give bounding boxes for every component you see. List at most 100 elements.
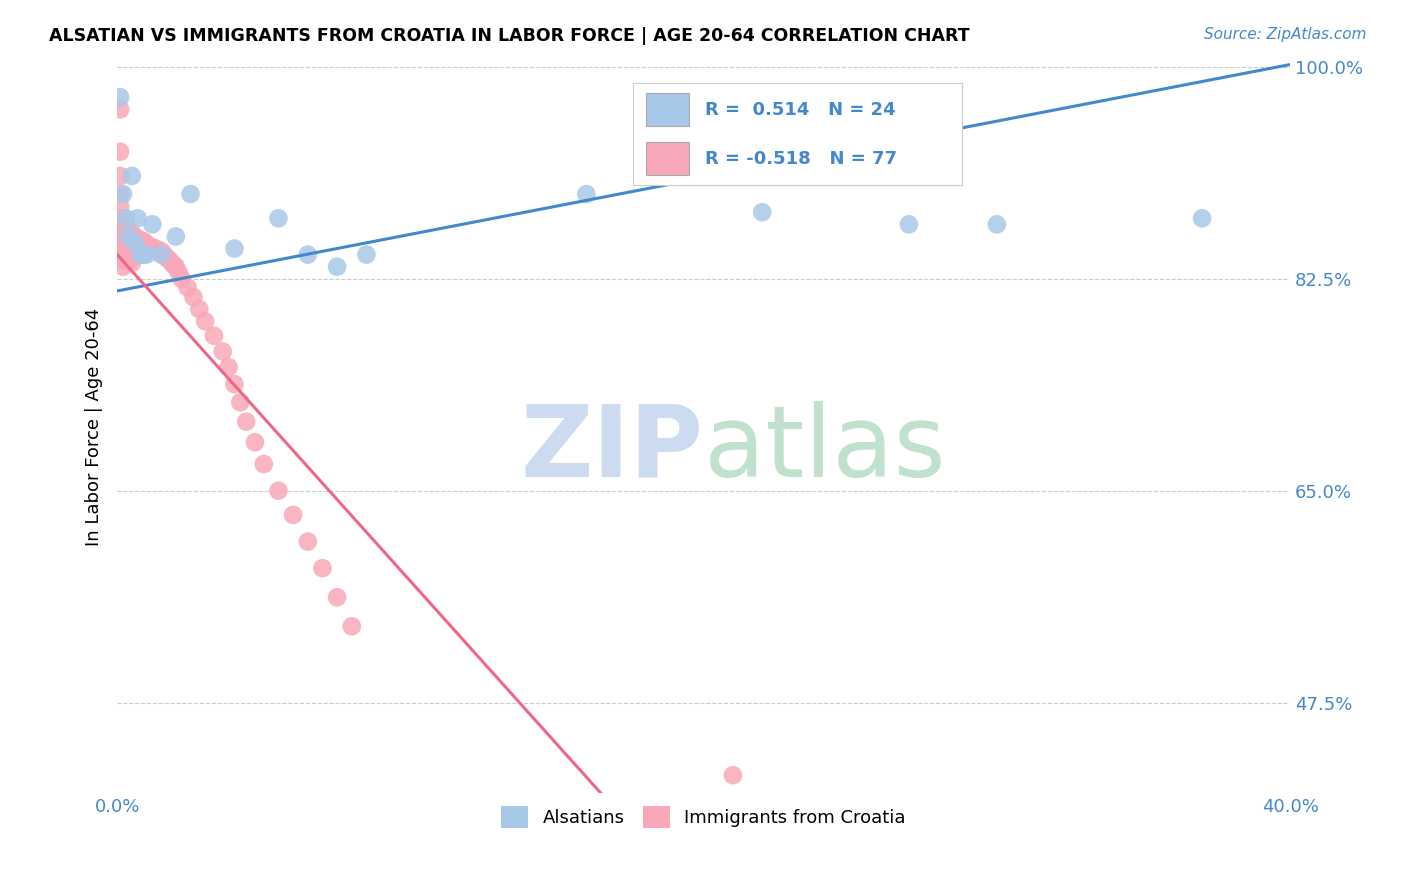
Point [108,103,131,117]
Point [115,242,138,256]
Point [253,457,276,471]
Point [112,223,135,237]
Point [297,534,319,549]
Point [267,483,290,498]
Point [129,247,152,261]
Point [118,229,141,244]
Point [112,187,135,202]
Point [108,247,131,261]
Point [150,244,173,258]
Point [118,232,141,246]
Point [340,619,363,633]
Point [112,253,135,268]
Point [118,247,141,261]
Point [112,232,135,246]
Point [132,247,155,261]
Point [141,240,163,254]
Point [115,211,138,226]
Point [127,211,149,226]
Point [115,229,138,244]
Point [121,169,143,183]
Point [108,232,131,246]
Point [135,247,157,261]
Text: ZIP: ZIP [520,401,703,498]
Point [229,395,252,409]
Point [751,205,773,219]
Point [118,228,141,243]
Point [281,508,304,522]
Point [179,187,201,202]
Point [575,187,598,202]
Point [124,229,146,244]
Point [188,302,211,317]
Point [108,199,131,213]
Point [224,377,246,392]
Point [108,90,131,104]
Point [153,247,176,261]
Point [135,236,157,251]
Point [159,253,181,268]
Point [194,314,217,328]
Point [162,257,184,271]
Point [108,145,131,159]
Point [115,232,138,246]
Point [156,252,179,266]
Point [165,229,187,244]
Point [138,239,160,253]
Text: Source: ZipAtlas.com: Source: ZipAtlas.com [1204,27,1367,42]
Point [235,415,257,429]
Point [897,218,920,232]
Point [121,256,143,270]
Y-axis label: In Labor Force | Age 20-64: In Labor Force | Age 20-64 [86,308,103,546]
Point [243,435,266,450]
Point [121,229,143,244]
Point [311,561,333,575]
Point [127,235,149,249]
Point [141,218,163,232]
Point [721,768,744,782]
Point [267,211,290,226]
Point [176,280,198,294]
Point [132,235,155,249]
Point [118,225,141,239]
Point [108,242,131,256]
Point [211,344,233,359]
Point [108,211,131,226]
Point [1191,211,1213,226]
Point [112,235,135,249]
Point [115,223,138,237]
Point [170,272,193,286]
Point [112,218,135,232]
Point [112,211,135,226]
Point [129,233,152,247]
Point [118,253,141,268]
Point [108,227,131,241]
Point [115,227,138,241]
Point [108,229,131,244]
Point [108,169,131,183]
Point [150,247,173,261]
Point [121,232,143,246]
Point [326,591,349,605]
Point [115,219,138,234]
Point [218,360,240,375]
Point [326,260,349,274]
Point [183,290,205,304]
Point [297,247,319,261]
Point [202,328,225,343]
Text: ALSATIAN VS IMMIGRANTS FROM CROATIA IN LABOR FORCE | AGE 20-64 CORRELATION CHART: ALSATIAN VS IMMIGRANTS FROM CROATIA IN L… [49,27,970,45]
Legend: Alsatians, Immigrants from Croatia: Alsatians, Immigrants from Croatia [494,799,912,836]
Point [112,227,135,241]
Point [165,260,187,274]
Point [121,227,143,241]
Point [108,187,131,202]
Point [224,242,246,256]
Point [108,223,131,237]
Point [356,247,378,261]
Point [124,233,146,247]
Point [986,218,1008,232]
Point [167,266,190,280]
Point [124,235,146,250]
Point [112,260,135,274]
Point [129,235,152,250]
